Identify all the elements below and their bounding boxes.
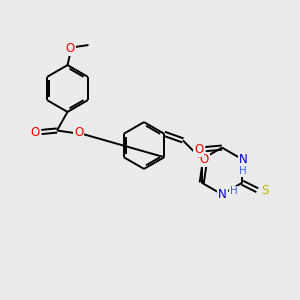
Text: O: O bbox=[200, 153, 209, 166]
Text: H: H bbox=[230, 186, 237, 197]
Text: O: O bbox=[74, 126, 83, 140]
Text: N: N bbox=[238, 153, 247, 166]
Text: O: O bbox=[194, 142, 203, 156]
Text: O: O bbox=[66, 42, 75, 55]
Text: H: H bbox=[239, 166, 247, 176]
Text: N: N bbox=[218, 188, 227, 201]
Text: S: S bbox=[261, 184, 268, 197]
Text: O: O bbox=[30, 125, 39, 139]
